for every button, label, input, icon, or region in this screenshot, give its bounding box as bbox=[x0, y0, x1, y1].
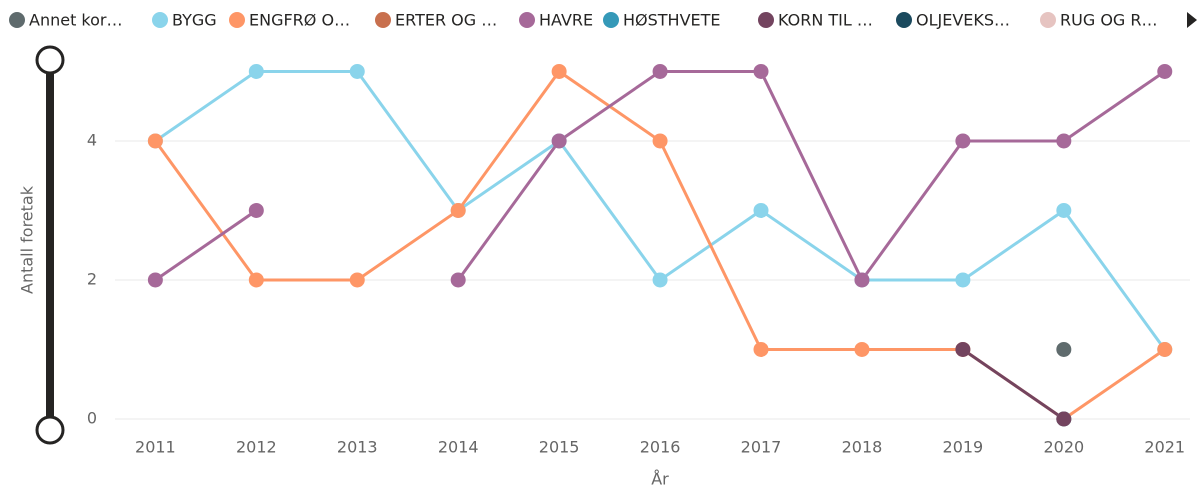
data-point bbox=[1157, 63, 1173, 79]
x-tick-label: 2019 bbox=[943, 438, 984, 457]
legend-label: HØSTHVETE bbox=[623, 11, 721, 30]
data-point bbox=[450, 272, 466, 288]
data-point bbox=[854, 272, 870, 288]
x-tick-label: 2012 bbox=[236, 438, 277, 457]
slider-handle[interactable] bbox=[35, 415, 65, 445]
x-tick-label: 2021 bbox=[1144, 438, 1185, 457]
legend-marker bbox=[9, 12, 25, 28]
data-point bbox=[753, 202, 769, 218]
range-slider[interactable] bbox=[35, 45, 65, 445]
data-point bbox=[349, 272, 365, 288]
legend-label: BYGG bbox=[172, 11, 217, 30]
slider-handle[interactable] bbox=[35, 45, 65, 75]
legend-label: HAVRE bbox=[539, 11, 593, 30]
x-tick-label: 2017 bbox=[741, 438, 782, 457]
data-point bbox=[147, 272, 163, 288]
data-point bbox=[652, 63, 668, 79]
data-point bbox=[1056, 411, 1072, 427]
slider-track bbox=[46, 60, 54, 430]
legend-marker bbox=[152, 12, 168, 28]
legend-marker bbox=[758, 12, 774, 28]
legend-label: ERTER OG … bbox=[395, 11, 497, 30]
data-point bbox=[955, 133, 971, 149]
data-point bbox=[1157, 341, 1173, 357]
series-line bbox=[962, 348, 1065, 421]
data-point bbox=[652, 272, 668, 288]
x-tick-label: 2011 bbox=[135, 438, 176, 457]
legend-marker bbox=[375, 12, 391, 28]
data-point bbox=[248, 272, 264, 288]
legend-marker bbox=[603, 12, 619, 28]
legend-marker bbox=[1040, 12, 1056, 28]
series-line bbox=[154, 209, 258, 282]
data-point bbox=[955, 272, 971, 288]
x-tick-label: 2020 bbox=[1043, 438, 1084, 457]
y-tick-label: 0 bbox=[87, 409, 97, 428]
y-tick-label: 2 bbox=[87, 269, 97, 288]
legend-label: RUG OG R… bbox=[1060, 11, 1158, 30]
legend-label: Annet kor… bbox=[29, 11, 123, 30]
data-point bbox=[955, 341, 971, 357]
data-point bbox=[1056, 202, 1072, 218]
data-point bbox=[753, 341, 769, 357]
data-point bbox=[248, 202, 264, 218]
series-line bbox=[456, 69, 1166, 283]
x-axis-title: År bbox=[651, 470, 669, 489]
y-axis-title: Antall foretak bbox=[18, 185, 37, 294]
data-point bbox=[854, 341, 870, 357]
data-point bbox=[349, 63, 365, 79]
legend-marker bbox=[896, 12, 912, 28]
data-point bbox=[551, 133, 567, 149]
data-point bbox=[1056, 133, 1072, 149]
x-tick-label: 2014 bbox=[438, 438, 479, 457]
legend-label: OLJEVEKS… bbox=[916, 11, 1010, 30]
data-point bbox=[248, 63, 264, 79]
data-point bbox=[652, 133, 668, 149]
data-point bbox=[753, 63, 769, 79]
x-tick-label: 2013 bbox=[337, 438, 378, 457]
x-tick-label: 2018 bbox=[842, 438, 883, 457]
series-line bbox=[154, 69, 1166, 351]
legend-label: ENGFRØ O… bbox=[249, 11, 350, 30]
x-tick-label: 2016 bbox=[640, 438, 681, 457]
data-point bbox=[551, 63, 567, 79]
legend-label: KORN TIL … bbox=[778, 11, 873, 30]
x-tick-label: 2015 bbox=[539, 438, 580, 457]
legend-next-arrow[interactable] bbox=[1187, 12, 1197, 28]
data-point bbox=[147, 133, 163, 149]
data-point bbox=[450, 202, 466, 218]
data-point bbox=[1056, 341, 1072, 357]
legend-marker bbox=[229, 12, 245, 28]
legend-marker bbox=[519, 12, 535, 28]
y-tick-label: 4 bbox=[87, 130, 97, 149]
